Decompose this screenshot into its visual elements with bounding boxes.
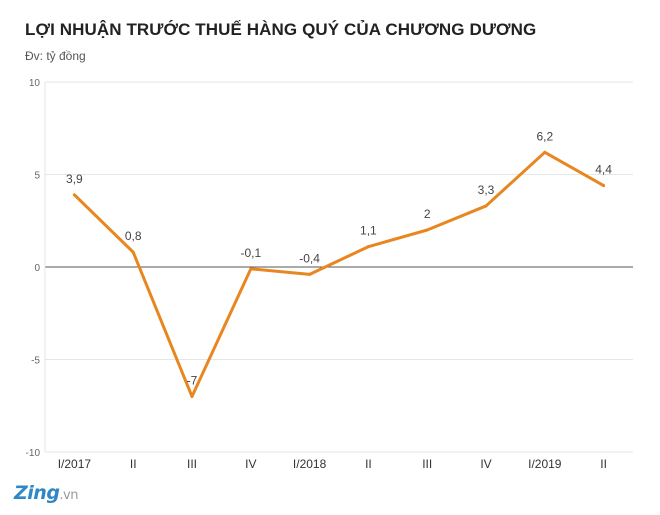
x-tick-label: I/2018 <box>293 457 327 471</box>
data-label: -0,4 <box>299 251 320 265</box>
x-tick-label: II <box>600 457 607 471</box>
chart-title: LỢI NHUẬN TRƯỚC THUẾ HÀNG QUÝ CỦA CHƯƠNG… <box>25 20 537 39</box>
data-point <box>308 272 312 276</box>
data-point <box>366 245 370 249</box>
logo-brand: Zing <box>14 482 60 504</box>
data-label: -0,1 <box>240 246 261 260</box>
chart-subtitle: Đv: tỷ đồng <box>25 49 86 63</box>
y-tick-label: -5 <box>31 356 40 367</box>
data-point <box>602 184 606 188</box>
data-point <box>543 150 547 154</box>
data-point <box>484 204 488 208</box>
x-tick-label: II <box>365 457 372 471</box>
grid-layer <box>44 81 633 453</box>
y-tick-label: -10 <box>26 448 41 459</box>
y-tick-label: 5 <box>34 171 40 182</box>
data-point <box>72 193 76 197</box>
data-point <box>425 228 429 232</box>
data-label: 0,8 <box>125 229 142 243</box>
x-tick-label: I/2019 <box>528 457 562 471</box>
x-tick-label: I/2017 <box>58 457 92 471</box>
data-point <box>190 395 194 398</box>
x-tick-label: III <box>422 457 432 471</box>
data-point <box>249 267 253 271</box>
data-label: 1,1 <box>360 224 377 238</box>
data-label: 3,3 <box>478 183 495 197</box>
y-tick-label: 0 <box>34 263 40 274</box>
series-line <box>72 150 606 398</box>
data-label: 2 <box>424 207 431 221</box>
x-tick-label: II <box>130 457 137 471</box>
data-label: 6,2 <box>536 129 553 143</box>
logo-tld: .vn <box>59 488 78 503</box>
label-layer: 3,9 0,8 -7 -0,1 -0,4 1,1 2 3,3 6,2 4,4 <box>66 129 612 387</box>
y-tick-label: 10 <box>29 78 41 89</box>
data-label: -7 <box>187 374 198 388</box>
x-tick-label: IV <box>480 457 491 471</box>
data-point <box>131 250 135 254</box>
x-tick-label: IV <box>245 457 256 471</box>
series-layer <box>72 150 606 398</box>
data-label: 3,9 <box>66 172 83 186</box>
data-label: 4,4 <box>595 163 612 177</box>
zing-logo: Zing.vn <box>14 482 78 504</box>
x-tick-label: III <box>187 457 197 471</box>
